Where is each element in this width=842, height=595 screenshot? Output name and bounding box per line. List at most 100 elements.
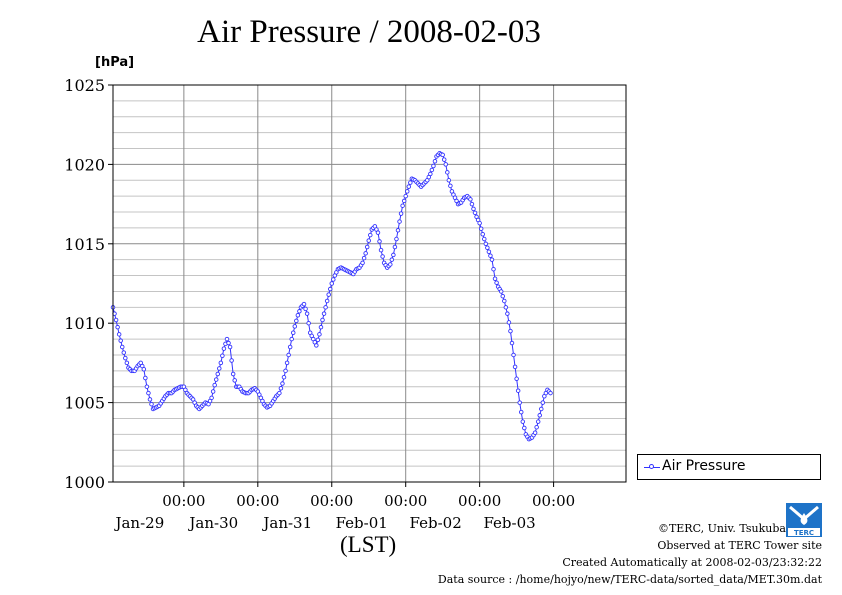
data-point	[388, 262, 393, 267]
data-point	[284, 360, 290, 366]
data-point	[500, 293, 506, 299]
terc-logo: TERC	[786, 503, 822, 537]
x-tick-date-label: Jan-29	[113, 514, 164, 532]
y-tick-label: 1025	[64, 76, 105, 95]
minor-gridlines	[113, 100, 626, 467]
data-point	[213, 377, 219, 382]
x-tick-date-label: Jan-31	[261, 514, 312, 532]
data-point	[220, 353, 225, 359]
x-tick-date-label: Feb-01	[336, 514, 388, 532]
data-point	[508, 328, 513, 334]
data-point	[368, 232, 373, 238]
data-point	[378, 247, 384, 253]
data-point	[520, 419, 526, 424]
data-point	[483, 241, 489, 247]
data-point	[119, 344, 125, 350]
source-text: Data source : /home/hojyo/new/TERC-data/…	[437, 573, 822, 586]
data-point	[321, 311, 327, 316]
data-point	[395, 228, 401, 233]
data-point	[539, 406, 544, 412]
y-axis-ticks: 1000 1005 1010 1015 1020 1025	[64, 76, 113, 492]
data-point	[448, 183, 453, 189]
data-point	[511, 352, 516, 358]
data-point	[326, 292, 331, 297]
data-point	[480, 232, 485, 237]
data-point	[141, 367, 147, 372]
data-point	[115, 324, 120, 330]
data-point	[212, 382, 217, 388]
y-tick-label: 1010	[64, 314, 105, 333]
data-point	[443, 162, 449, 167]
data-point	[477, 220, 482, 226]
data-point	[540, 400, 546, 405]
data-point	[502, 298, 507, 304]
data-point	[227, 344, 233, 350]
data-point	[522, 425, 527, 431]
data-point	[471, 206, 476, 212]
legend: Air Pressure	[637, 454, 821, 480]
copyright-text: ©TERC, Univ. Tsukuba	[657, 522, 786, 535]
data-point	[278, 386, 284, 391]
data-point	[283, 368, 288, 374]
data-point	[486, 249, 492, 254]
data-point	[534, 424, 539, 430]
data-point	[301, 301, 307, 307]
data-point	[286, 352, 291, 358]
data-point	[232, 378, 237, 383]
x-axis-ticks: 00:00 Jan-29 00:00 Jan-30 00:00 Jan-31 00:00 Fe…	[113, 482, 575, 532]
data-point	[144, 384, 150, 389]
data-point	[113, 317, 119, 323]
data-point	[292, 324, 298, 329]
data-point	[489, 257, 495, 262]
data-point	[380, 254, 385, 259]
data-point	[281, 374, 287, 380]
data-point	[226, 340, 231, 346]
y-tick-label: 1015	[64, 235, 105, 254]
data-point	[429, 167, 435, 173]
data-point	[392, 244, 398, 250]
data-point	[364, 244, 370, 250]
data-point	[121, 350, 127, 355]
data-point	[391, 252, 396, 258]
data-point	[224, 336, 230, 342]
data-point	[482, 236, 487, 242]
legend-marker-icon	[649, 464, 654, 469]
data-point	[514, 376, 519, 382]
data-point	[512, 364, 518, 370]
data-point	[492, 276, 498, 281]
data-point	[290, 330, 296, 335]
x-tick-time-label: 00:00	[236, 492, 279, 510]
data-point	[537, 413, 542, 418]
data-point	[397, 219, 402, 224]
chart-title: Air Pressure / 2008-02-03	[197, 14, 541, 50]
x-tick-time-label: 00:00	[162, 492, 205, 510]
data-point	[318, 324, 324, 330]
data-point	[375, 230, 381, 235]
legend-label: Air Pressure	[662, 458, 746, 474]
data-point	[515, 388, 521, 393]
data-point	[289, 336, 294, 342]
y-axis-unit: [hPa]	[95, 55, 135, 70]
data-point	[229, 358, 234, 363]
data-point	[517, 400, 522, 405]
data-point	[400, 203, 405, 208]
data-point	[323, 305, 328, 310]
data-point	[478, 226, 484, 231]
data-point	[123, 355, 128, 361]
data-point	[218, 360, 224, 366]
data-point	[404, 189, 410, 194]
x-tick-date-label: Feb-02	[410, 514, 462, 532]
data-point	[445, 170, 450, 175]
data-point	[315, 337, 321, 343]
data-point	[303, 306, 308, 312]
data-point	[469, 201, 475, 207]
data-point	[295, 313, 301, 318]
data-point	[230, 371, 236, 377]
data-point	[432, 158, 438, 164]
data-point	[304, 311, 310, 316]
data-point	[394, 236, 399, 242]
x-tick-date-label: Jan-30	[187, 514, 238, 532]
data-point	[401, 198, 407, 204]
data-point	[398, 211, 404, 216]
